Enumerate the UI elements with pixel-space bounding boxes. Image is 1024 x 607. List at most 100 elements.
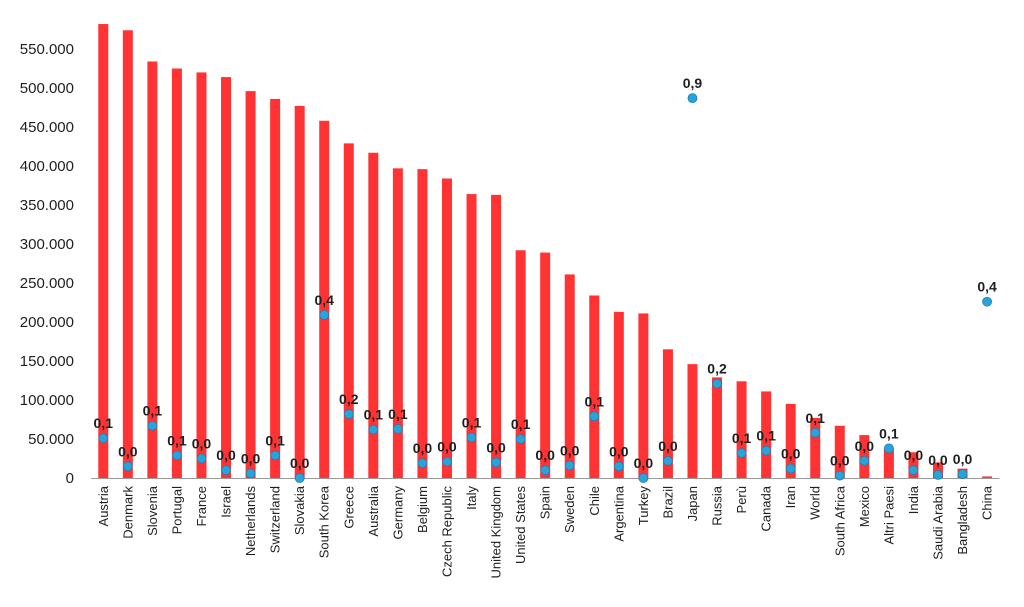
- x-tick-label: Bangladesh: [955, 486, 970, 555]
- bar: [785, 403, 796, 478]
- bar: [540, 252, 551, 478]
- bar: [98, 24, 109, 478]
- bar: [122, 30, 133, 479]
- data-label: 0,0: [535, 447, 555, 463]
- x-tick-label: Belgium: [415, 486, 430, 533]
- data-label: 0,4: [314, 292, 334, 308]
- data-label: 0,0: [241, 450, 261, 466]
- point: [368, 424, 379, 435]
- x-tick-label: Argentina: [611, 485, 626, 541]
- data-label: 0,0: [658, 438, 678, 454]
- point: [834, 470, 845, 481]
- point: [908, 465, 919, 476]
- data-label: 0,4: [977, 279, 997, 295]
- x-tick-label: South Africa: [832, 485, 847, 556]
- point: [589, 411, 600, 422]
- point: [98, 433, 109, 444]
- data-label: 0,0: [634, 455, 654, 471]
- point: [859, 455, 870, 466]
- x-tick-label: Russia: [710, 485, 725, 526]
- data-label: 0,1: [462, 414, 482, 430]
- bar: [171, 68, 182, 478]
- bar: [761, 391, 772, 478]
- data-label: 0,1: [805, 410, 825, 426]
- x-tick-label: Canada: [759, 485, 774, 531]
- data-label: 0,1: [388, 406, 408, 422]
- x-tick-label: Israel: [219, 486, 234, 518]
- x-tick-label: Slovenia: [145, 485, 160, 536]
- bar: [834, 425, 845, 478]
- x-tick-label: United Kingdom: [489, 486, 504, 579]
- x-tick-label: Perù: [734, 486, 749, 513]
- point: [442, 456, 452, 467]
- x-tick-label: South Korea: [317, 485, 332, 558]
- data-label: 0,2: [339, 391, 359, 407]
- y-axis: 0 50.000 100.000 150.000 200.000 250.000 300.0…: [20, 41, 74, 487]
- x-tick-label: Netherlands: [243, 486, 258, 557]
- x-tick-label: Switzerland: [268, 486, 283, 553]
- point: [392, 423, 403, 434]
- x-tick-label: Japan: [685, 486, 700, 521]
- data-label: 0,1: [511, 416, 531, 432]
- point: [933, 469, 943, 480]
- point: [687, 93, 698, 104]
- bar: [810, 417, 821, 478]
- bar: [662, 349, 673, 478]
- point: [196, 453, 207, 464]
- data-label: 0,0: [192, 436, 212, 452]
- bar: [417, 169, 428, 478]
- data-label: 0,1: [364, 407, 384, 423]
- x-tick-label: Chile: [587, 486, 602, 516]
- bar: [712, 377, 723, 478]
- y-tick-label: 250.000: [20, 275, 74, 292]
- point-series: [98, 93, 992, 483]
- x-tick-label: Brazil: [660, 486, 675, 519]
- data-label: 0,0: [781, 446, 801, 462]
- x-axis: Austria Denmark Slovenia Portugal France Isra…: [91, 478, 1000, 579]
- point: [466, 432, 477, 443]
- bar: [491, 194, 502, 479]
- bar: [515, 250, 526, 478]
- data-label: 0,1: [585, 393, 605, 409]
- x-tick-label: Denmark: [120, 486, 135, 539]
- point: [245, 468, 256, 479]
- x-tick-label: Italy: [464, 486, 479, 510]
- bar: [466, 194, 477, 478]
- x-tick-label: Mexico: [857, 486, 872, 527]
- data-label: 0,1: [756, 428, 776, 444]
- x-tick-label: Slovakia: [292, 485, 307, 535]
- x-tick-label: Greece: [341, 486, 356, 529]
- bar: [564, 274, 575, 478]
- data-label: 0,1: [265, 432, 285, 448]
- bar: [270, 98, 281, 479]
- bar: [982, 476, 993, 478]
- bar: [638, 313, 649, 478]
- bar: [343, 143, 354, 478]
- point: [540, 465, 551, 476]
- point: [221, 465, 231, 476]
- data-label: 0,0: [953, 451, 973, 467]
- bar: [441, 178, 452, 479]
- y-tick-label: 500.000: [20, 80, 74, 97]
- y-tick-label: 450.000: [20, 119, 74, 136]
- x-tick-label: Iran: [783, 486, 798, 508]
- point: [663, 455, 673, 466]
- data-label: 0,1: [732, 430, 752, 446]
- bar: [908, 452, 919, 478]
- point: [712, 378, 722, 389]
- bar: [245, 91, 256, 479]
- data-label: 0,1: [167, 432, 187, 448]
- point: [147, 420, 158, 431]
- x-tick-label: China: [980, 485, 995, 520]
- y-tick-label: 300.000: [20, 236, 74, 253]
- point: [343, 409, 354, 419]
- bar: [221, 77, 232, 478]
- x-tick-label: Sweden: [562, 486, 577, 533]
- bar: [294, 105, 305, 478]
- data-label: 0,0: [855, 438, 875, 454]
- y-tick-label: 50.000: [28, 431, 74, 448]
- point: [319, 310, 330, 320]
- x-tick-label: Australia: [366, 485, 381, 536]
- y-tick-label: 0: [66, 470, 74, 487]
